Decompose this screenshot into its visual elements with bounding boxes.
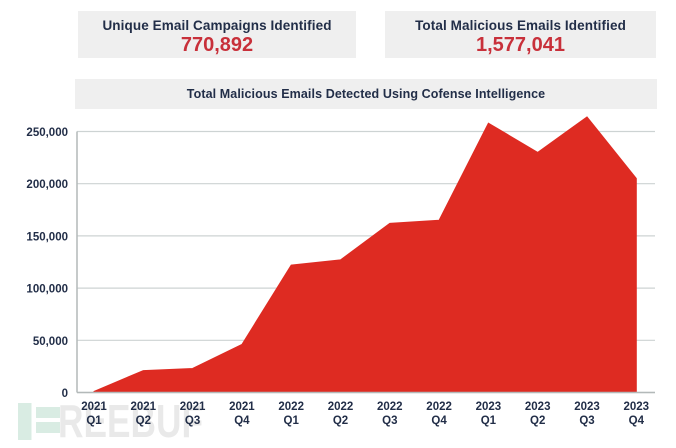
- stat-malicious-value: 1,577,041: [476, 34, 565, 56]
- x-tick-label: 2022 Q2: [328, 401, 354, 427]
- watermark-text: REEBUF: [58, 395, 203, 447]
- x-tick-label: 2023 Q3: [574, 401, 600, 427]
- malicious-emails-area-series: [93, 116, 637, 393]
- y-tick-label: 200,000: [26, 179, 68, 191]
- stat-campaigns-value: 770,892: [180, 34, 254, 56]
- x-tick-label: 2021 Q4: [229, 401, 255, 427]
- x-tick-label: 2023 Q2: [525, 401, 551, 427]
- stat-box-malicious-emails: Total Malicious Emails Identified 1,577,…: [385, 11, 656, 58]
- y-tick-label: 50,000: [33, 336, 68, 348]
- x-tick-label: 2023 Q1: [476, 401, 502, 427]
- y-tick-label: 0: [62, 388, 68, 400]
- watermark-logo-icon: [18, 403, 32, 440]
- x-tick-label: 2022 Q3: [377, 401, 403, 427]
- y-tick-label: 250,000: [26, 127, 68, 139]
- stat-box-campaigns: Unique Email Campaigns Identified 770,89…: [78, 11, 356, 58]
- stat-campaigns-label: Unique Email Campaigns Identified: [102, 18, 332, 33]
- x-tick-label: 2023 Q4: [624, 401, 650, 427]
- x-tick-label: 2022 Q1: [278, 401, 304, 427]
- x-tick-label: 2022 Q4: [426, 401, 452, 427]
- watermark-logo-icon: [36, 422, 60, 433]
- freebuf-watermark: REEBUF: [18, 395, 203, 447]
- x-tick-label: 2021 Q3: [180, 401, 206, 427]
- y-tick-label: 100,000: [26, 284, 68, 296]
- x-tick-label: 2021 Q1: [81, 401, 107, 427]
- watermark-logo-icon: [36, 407, 60, 418]
- stat-malicious-label: Total Malicious Emails Identified: [415, 18, 626, 33]
- chart-title: Total Malicious Emails Detected Using Co…: [75, 79, 657, 109]
- y-tick-label: 150,000: [26, 231, 68, 243]
- x-tick-label: 2021 Q2: [131, 401, 157, 427]
